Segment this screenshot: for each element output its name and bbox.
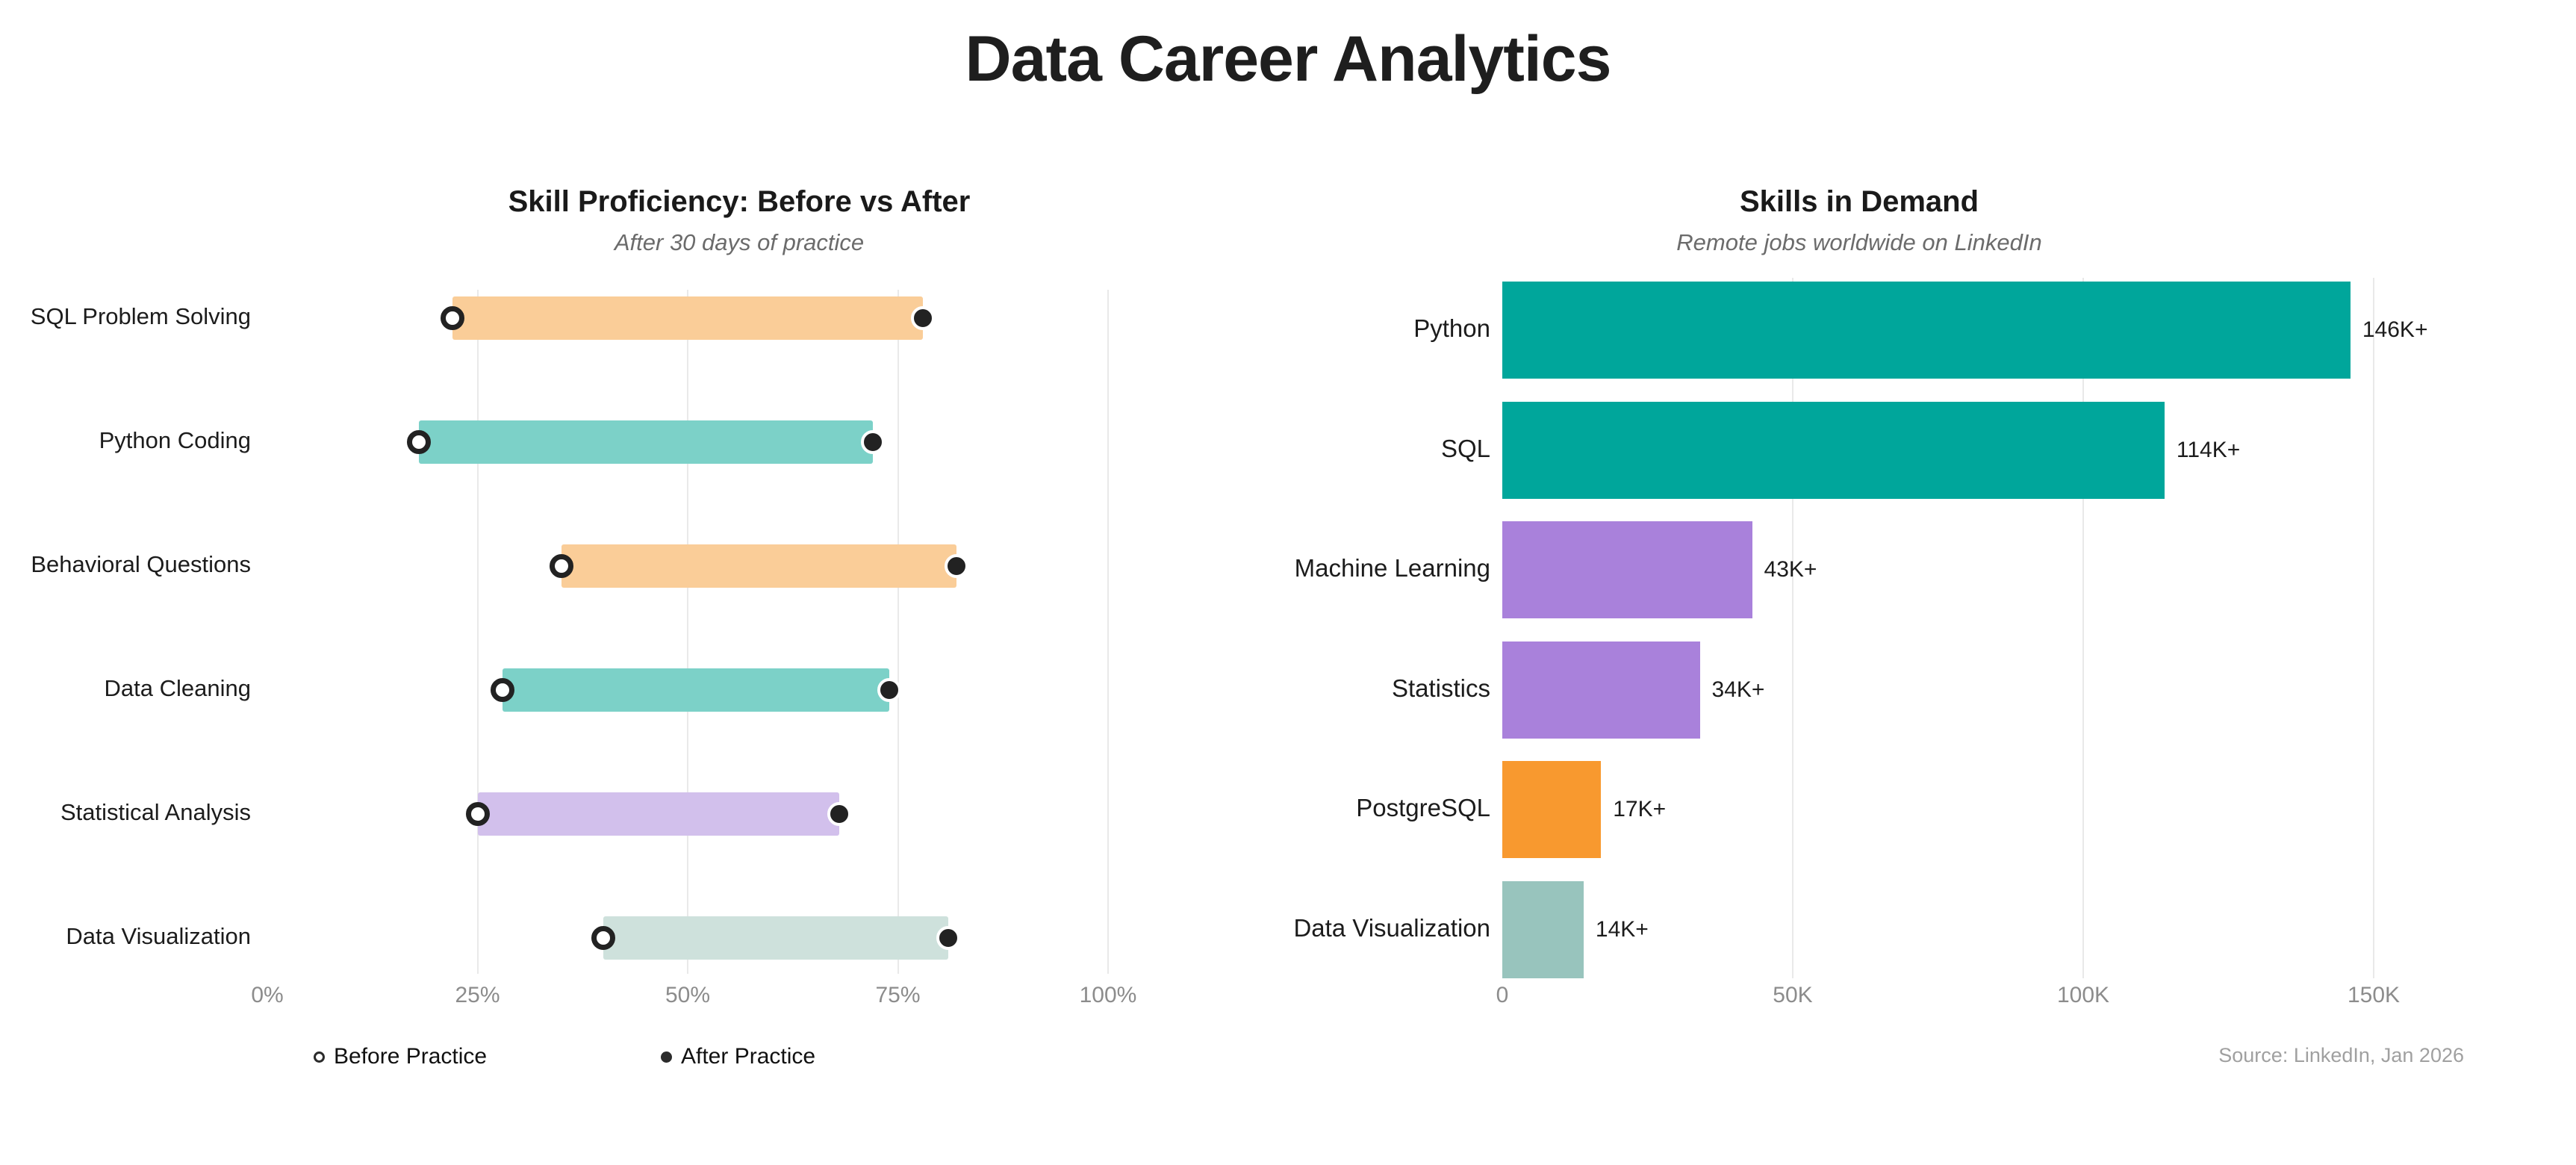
category-label: Python Coding	[99, 427, 251, 453]
value-label: 17K+	[1613, 797, 1667, 821]
x-tick-label: 75%	[875, 983, 921, 1007]
bar-chart-title: Skills in Demand	[1739, 185, 1979, 218]
range-bar	[477, 792, 839, 836]
legend-after-label: After Practice	[681, 1044, 816, 1069]
legend-item-after: After Practice	[661, 1044, 815, 1069]
before-marker	[550, 554, 574, 578]
category-label: PostgreSQL	[1356, 794, 1490, 821]
category-label: Behavioral Questions	[31, 551, 251, 577]
x-tick-label: 100%	[1079, 983, 1137, 1007]
page-title: Data Career Analytics	[965, 23, 1612, 95]
after-marker	[945, 554, 969, 578]
gridline	[2082, 278, 2084, 978]
bar-chart-header: Skills in Demand Remote jobs worldwide o…	[1307, 185, 2412, 256]
value-label: 14K+	[1595, 916, 1649, 942]
after-marker	[911, 306, 936, 330]
value-label: 34K+	[1711, 677, 1765, 702]
source-note: Source: LinkedIn, Jan 2026	[2218, 1044, 2464, 1066]
dumbbell-chart-title: Skill Proficiency: Before vs After	[508, 185, 971, 218]
x-tick-label: 50%	[665, 983, 711, 1007]
x-tick-label: 150K	[2347, 983, 2401, 1007]
before-marker	[491, 678, 515, 702]
demand-bar	[1502, 401, 2165, 499]
demand-bar	[1502, 282, 2351, 379]
category-label: SQL Problem Solving	[30, 303, 251, 329]
x-tick-label: 50K	[1773, 983, 1813, 1007]
range-bar	[603, 916, 949, 960]
dumbbell-chart-header: Skill Proficiency: Before vs After After…	[299, 185, 1180, 256]
before-marker	[440, 306, 464, 330]
value-label: 114K+	[2176, 437, 2241, 462]
before-marker	[591, 926, 616, 950]
bar-chart-subtitle: Remote jobs worldwide on LinkedIn	[1676, 229, 2042, 255]
filled-circle-icon	[661, 1051, 672, 1063]
category-label: Statistical Analysis	[60, 799, 251, 825]
legend-item-before: Before Practice	[314, 1044, 487, 1069]
gridline	[1107, 290, 1109, 974]
gridline	[687, 290, 688, 974]
gridline	[476, 290, 479, 974]
x-tick-label: 100K	[2056, 983, 2110, 1007]
range-bar	[503, 668, 890, 712]
category-label: Python	[1413, 314, 1490, 342]
x-tick-label: 0%	[251, 983, 284, 1007]
x-tick-label: 0	[1496, 983, 1509, 1007]
dumbbell-chart-subtitle: After 30 days of practice	[614, 229, 865, 255]
range-bar	[452, 296, 924, 340]
gridline	[897, 290, 899, 974]
after-marker	[877, 678, 902, 702]
demand-bar	[1502, 641, 1700, 739]
demand-bar	[1502, 761, 1602, 858]
before-marker	[406, 430, 431, 454]
before-marker	[465, 802, 490, 826]
gridline	[1792, 278, 1793, 978]
category-label: Machine Learning	[1294, 554, 1490, 582]
x-tick-label: 25%	[455, 983, 500, 1007]
value-label: 43K+	[1764, 557, 1817, 582]
value-label: 146K+	[2362, 317, 2428, 342]
range-bar	[418, 420, 873, 464]
category-label: Data Visualization	[66, 923, 251, 949]
demand-bar	[1502, 880, 1584, 978]
demand-bar	[1502, 521, 1752, 618]
range-bar	[561, 544, 957, 588]
gridline	[2373, 278, 2374, 978]
after-marker	[936, 926, 961, 950]
dumbbell-legend: Before Practice After Practice	[0, 1040, 1288, 1077]
legend-before-label: Before Practice	[334, 1044, 488, 1069]
category-label: SQL	[1440, 434, 1490, 462]
open-circle-icon	[314, 1051, 325, 1063]
after-marker	[827, 802, 851, 826]
category-label: Data Cleaning	[104, 675, 251, 701]
category-label: Data Visualization	[1293, 913, 1490, 942]
after-marker	[860, 430, 885, 454]
category-label: Statistics	[1391, 674, 1490, 702]
